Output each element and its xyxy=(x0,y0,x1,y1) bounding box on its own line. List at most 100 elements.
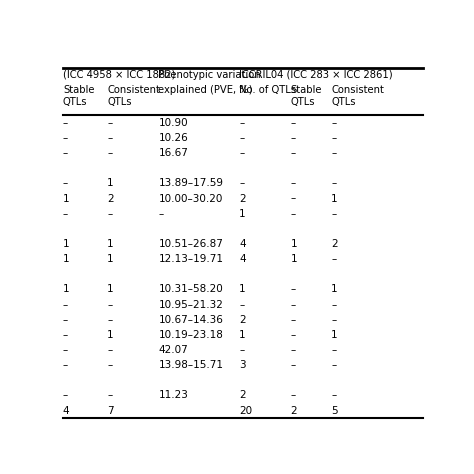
Text: 1: 1 xyxy=(239,209,246,219)
Text: 1: 1 xyxy=(63,254,70,264)
Text: 1: 1 xyxy=(107,254,114,264)
Text: –: – xyxy=(107,133,112,143)
Text: –: – xyxy=(291,193,296,204)
Text: –: – xyxy=(239,345,245,355)
Text: –: – xyxy=(107,315,112,325)
Text: 1: 1 xyxy=(331,330,337,340)
Text: 1: 1 xyxy=(63,193,70,204)
Text: –: – xyxy=(107,148,112,158)
Text: 10.31–58.20: 10.31–58.20 xyxy=(158,284,223,294)
Text: –: – xyxy=(158,209,164,219)
Text: 1: 1 xyxy=(107,239,114,249)
Text: 13.89–17.59: 13.89–17.59 xyxy=(158,178,223,189)
Text: 13.98–15.71: 13.98–15.71 xyxy=(158,360,223,370)
Text: 10.95–21.32: 10.95–21.32 xyxy=(158,300,223,310)
Text: 1: 1 xyxy=(331,193,337,204)
Text: –: – xyxy=(291,133,296,143)
Text: 10.67–14.36: 10.67–14.36 xyxy=(158,315,223,325)
Text: 2: 2 xyxy=(239,193,246,204)
Text: –: – xyxy=(63,133,68,143)
Text: 1: 1 xyxy=(63,284,70,294)
Text: 11.23: 11.23 xyxy=(158,391,188,401)
Text: –: – xyxy=(63,209,68,219)
Text: –: – xyxy=(63,345,68,355)
Text: –: – xyxy=(291,360,296,370)
Text: –: – xyxy=(239,148,245,158)
Text: –: – xyxy=(63,118,68,128)
Text: –: – xyxy=(331,148,337,158)
Text: –: – xyxy=(107,118,112,128)
Text: Stable
QTLs: Stable QTLs xyxy=(291,85,322,107)
Text: 12.13–19.71: 12.13–19.71 xyxy=(158,254,223,264)
Text: 1: 1 xyxy=(107,284,114,294)
Text: –: – xyxy=(291,300,296,310)
Text: –: – xyxy=(291,345,296,355)
Text: –: – xyxy=(63,178,68,189)
Text: 1: 1 xyxy=(239,284,246,294)
Text: –: – xyxy=(331,360,337,370)
Text: –: – xyxy=(63,391,68,401)
Text: 1: 1 xyxy=(107,178,114,189)
Text: –: – xyxy=(63,360,68,370)
Text: Consistent
QTLs: Consistent QTLs xyxy=(331,85,384,107)
Text: 1: 1 xyxy=(63,239,70,249)
Text: 16.67: 16.67 xyxy=(158,148,188,158)
Text: 2: 2 xyxy=(291,406,297,416)
Text: –: – xyxy=(331,391,337,401)
Text: –: – xyxy=(291,391,296,401)
Text: 2: 2 xyxy=(239,315,246,325)
Text: –: – xyxy=(331,133,337,143)
Text: 10.51–26.87: 10.51–26.87 xyxy=(158,239,223,249)
Text: –: – xyxy=(291,209,296,219)
Text: Stable
QTLs: Stable QTLs xyxy=(63,85,94,107)
Text: 10.26: 10.26 xyxy=(158,133,188,143)
Text: 4: 4 xyxy=(239,254,246,264)
Text: explained (PVE, %): explained (PVE, %) xyxy=(158,85,253,95)
Text: ICCRIL04 (ICC 283 × ICC 2861): ICCRIL04 (ICC 283 × ICC 2861) xyxy=(239,70,393,80)
Text: –: – xyxy=(331,315,337,325)
Text: 1: 1 xyxy=(291,254,297,264)
Text: 1: 1 xyxy=(291,239,297,249)
Text: –: – xyxy=(291,148,296,158)
Text: 1: 1 xyxy=(107,330,114,340)
Text: –: – xyxy=(239,300,245,310)
Text: –: – xyxy=(63,315,68,325)
Text: –: – xyxy=(239,118,245,128)
Text: –: – xyxy=(63,148,68,158)
Text: –: – xyxy=(107,360,112,370)
Text: 10.19–23.18: 10.19–23.18 xyxy=(158,330,223,340)
Text: –: – xyxy=(291,178,296,189)
Text: –: – xyxy=(63,330,68,340)
Text: –: – xyxy=(107,391,112,401)
Text: (ICC 4958 × ICC 1882): (ICC 4958 × ICC 1882) xyxy=(63,70,175,80)
Text: 7: 7 xyxy=(107,406,114,416)
Text: 20: 20 xyxy=(239,406,252,416)
Text: –: – xyxy=(331,300,337,310)
Text: –: – xyxy=(291,284,296,294)
Text: –: – xyxy=(107,300,112,310)
Text: 4: 4 xyxy=(63,406,70,416)
Text: 2: 2 xyxy=(107,193,114,204)
Text: –: – xyxy=(291,315,296,325)
Text: No. of QTLs: No. of QTLs xyxy=(239,85,296,95)
Text: Phenotypic variation: Phenotypic variation xyxy=(158,70,261,80)
Text: –: – xyxy=(239,133,245,143)
Text: –: – xyxy=(331,254,337,264)
Text: 1: 1 xyxy=(331,284,337,294)
Text: 2: 2 xyxy=(239,391,246,401)
Text: –: – xyxy=(107,345,112,355)
Text: 3: 3 xyxy=(239,360,246,370)
Text: –: – xyxy=(63,300,68,310)
Text: –: – xyxy=(291,118,296,128)
Text: 10.00–30.20: 10.00–30.20 xyxy=(158,193,223,204)
Text: 4: 4 xyxy=(239,239,246,249)
Text: 5: 5 xyxy=(331,406,337,416)
Text: 10.90: 10.90 xyxy=(158,118,188,128)
Text: –: – xyxy=(239,178,245,189)
Text: –: – xyxy=(331,178,337,189)
Text: 2: 2 xyxy=(331,239,337,249)
Text: 1: 1 xyxy=(239,330,246,340)
Text: –: – xyxy=(291,330,296,340)
Text: Consistent
QTLs: Consistent QTLs xyxy=(107,85,160,107)
Text: –: – xyxy=(331,345,337,355)
